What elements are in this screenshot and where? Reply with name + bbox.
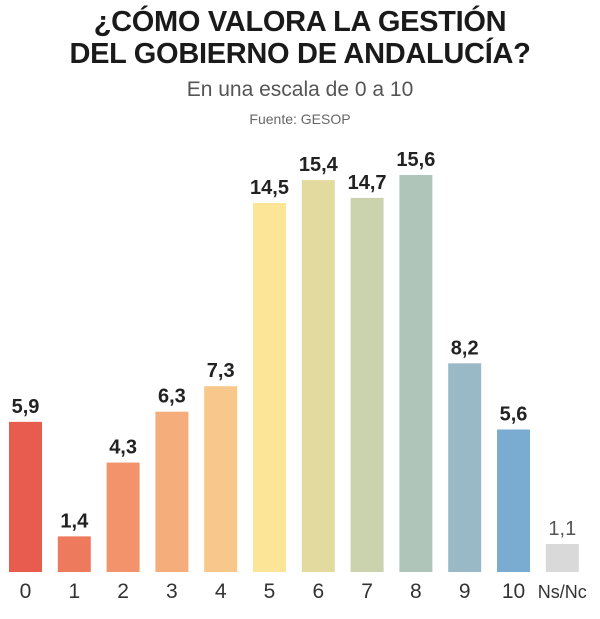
bar-6	[301, 180, 335, 573]
data-label: 5,6	[500, 403, 528, 425]
data-label: 6,3	[158, 386, 186, 408]
bar-9	[448, 363, 482, 572]
bar-2	[106, 462, 140, 572]
x-tick-label: 6	[312, 580, 324, 603]
x-tick-label: 2	[117, 580, 129, 603]
data-label: 7,3	[207, 360, 235, 382]
bar-3	[155, 411, 189, 572]
data-label: 15,4	[299, 154, 339, 176]
x-tick-label: Ns/Nc	[538, 582, 587, 602]
x-tick-label: 5	[264, 580, 276, 603]
x-tick-label: 10	[502, 580, 525, 603]
x-tick-label: 4	[215, 580, 227, 603]
data-label: 4,3	[109, 437, 137, 459]
bar-7	[350, 197, 384, 572]
x-tick-label: 7	[361, 580, 373, 603]
chart-source: Fuente: GESOP	[249, 111, 351, 127]
x-tick-label: 1	[68, 580, 80, 603]
bar-4	[204, 386, 238, 572]
chart-subtitle: En una escala de 0 a 10	[186, 78, 414, 101]
bar-1	[57, 536, 91, 572]
bar-10	[497, 429, 530, 572]
x-tick-label: 0	[20, 580, 32, 603]
data-label: 8,2	[451, 337, 479, 359]
data-label: 1,1	[548, 518, 576, 540]
bar-8	[399, 175, 433, 572]
data-label: 5,9	[12, 396, 40, 418]
title-line-1: ¿CÓMO VALORA LA GESTIÓN	[93, 6, 507, 38]
data-label: 15,6	[396, 149, 435, 171]
data-label: 1,4	[60, 510, 89, 532]
data-label: 14,5	[250, 177, 289, 199]
chart-title: ¿CÓMO VALORA LA GESTIÓN DEL GOBIERNO DE …	[0, 6, 600, 70]
bar-5	[253, 202, 286, 572]
data-label: 14,7	[348, 172, 387, 194]
bar-Ns/Nc	[545, 544, 579, 572]
bar-0	[9, 421, 42, 572]
x-tick-label: 8	[410, 580, 422, 603]
title-line-2: DEL GOBIERNO DE ANDALUCÍA?	[69, 38, 531, 70]
x-tick-label: 3	[166, 580, 178, 603]
x-tick-label: 9	[459, 580, 471, 603]
